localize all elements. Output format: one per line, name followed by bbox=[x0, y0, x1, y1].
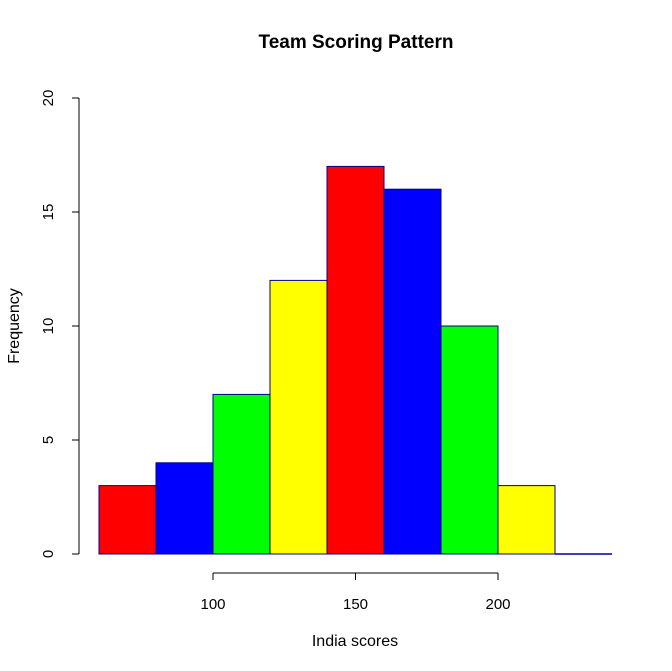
y-tick-label: 20 bbox=[40, 90, 57, 107]
histogram-bar bbox=[326, 165, 385, 555]
bars-group bbox=[98, 165, 612, 555]
histogram-bar bbox=[212, 393, 271, 555]
histogram-bar bbox=[155, 462, 214, 555]
y-tick-label: 5 bbox=[40, 436, 57, 444]
y-tick-label: 15 bbox=[40, 204, 57, 221]
histogram-bar bbox=[383, 188, 442, 555]
y-tick-label: 10 bbox=[40, 318, 57, 335]
x-axis: 100 150 200 bbox=[200, 572, 511, 613]
histogram-bar bbox=[98, 485, 157, 555]
x-tick-label: 150 bbox=[343, 596, 368, 613]
y-axis: 0 5 10 15 20 bbox=[40, 90, 80, 558]
x-tick-label: 200 bbox=[485, 596, 510, 613]
x-tick-label: 100 bbox=[200, 596, 225, 613]
histogram-bar bbox=[440, 325, 499, 555]
x-axis-label: India scores bbox=[312, 633, 398, 650]
chart-title: Team Scoring Pattern bbox=[259, 32, 454, 53]
y-axis-label: Frequency bbox=[6, 288, 23, 364]
histogram-bar bbox=[497, 485, 556, 555]
histogram-bar bbox=[269, 279, 328, 555]
y-tick-label: 0 bbox=[40, 550, 57, 558]
